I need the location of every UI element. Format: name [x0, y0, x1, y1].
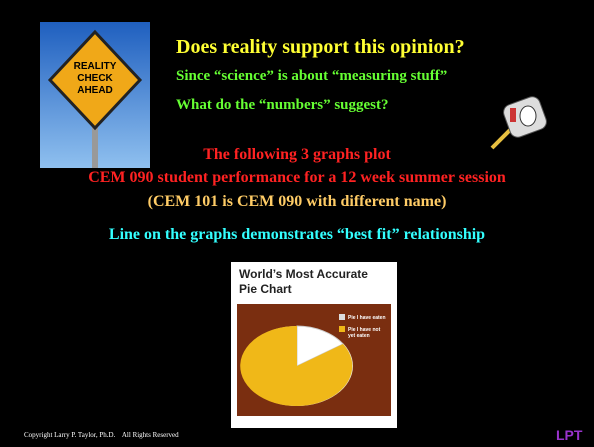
footer: Copyright Larry P. Taylor, Ph.D. All Rig… [24, 431, 179, 439]
red-line: CEM 090 student performance for a 12 wee… [0, 169, 594, 187]
tape-measure-icon [488, 92, 548, 152]
legend-label: yet eaten [348, 333, 370, 339]
sign-text: CHECK [77, 73, 113, 84]
sign-text: REALITY [74, 61, 117, 72]
subtitle: What do the “numbers” suggest? [176, 97, 389, 114]
image-title: World’s Most Accurate [239, 267, 368, 281]
title: Does reality support this opinion? [176, 36, 465, 59]
subtitle: Since “science” is about “measuring stuf… [176, 68, 447, 85]
pie-chart-image: World’s Most Accurate Pie Chart Pie I ha… [231, 262, 397, 428]
cyan-line: Line on the graphs demonstrates “best fi… [0, 226, 594, 244]
slide: REALITY CHECK AHEAD Does reality support… [0, 0, 594, 447]
image-title: Pie Chart [239, 282, 292, 296]
logo: LPT [556, 427, 582, 443]
sign-text: AHEAD [77, 85, 113, 96]
red-line: The following 3 graphs plot [0, 146, 594, 164]
legend-label: Pie I have eaten [348, 315, 386, 321]
note: (CEM 101 is CEM 090 with different name) [0, 193, 594, 211]
